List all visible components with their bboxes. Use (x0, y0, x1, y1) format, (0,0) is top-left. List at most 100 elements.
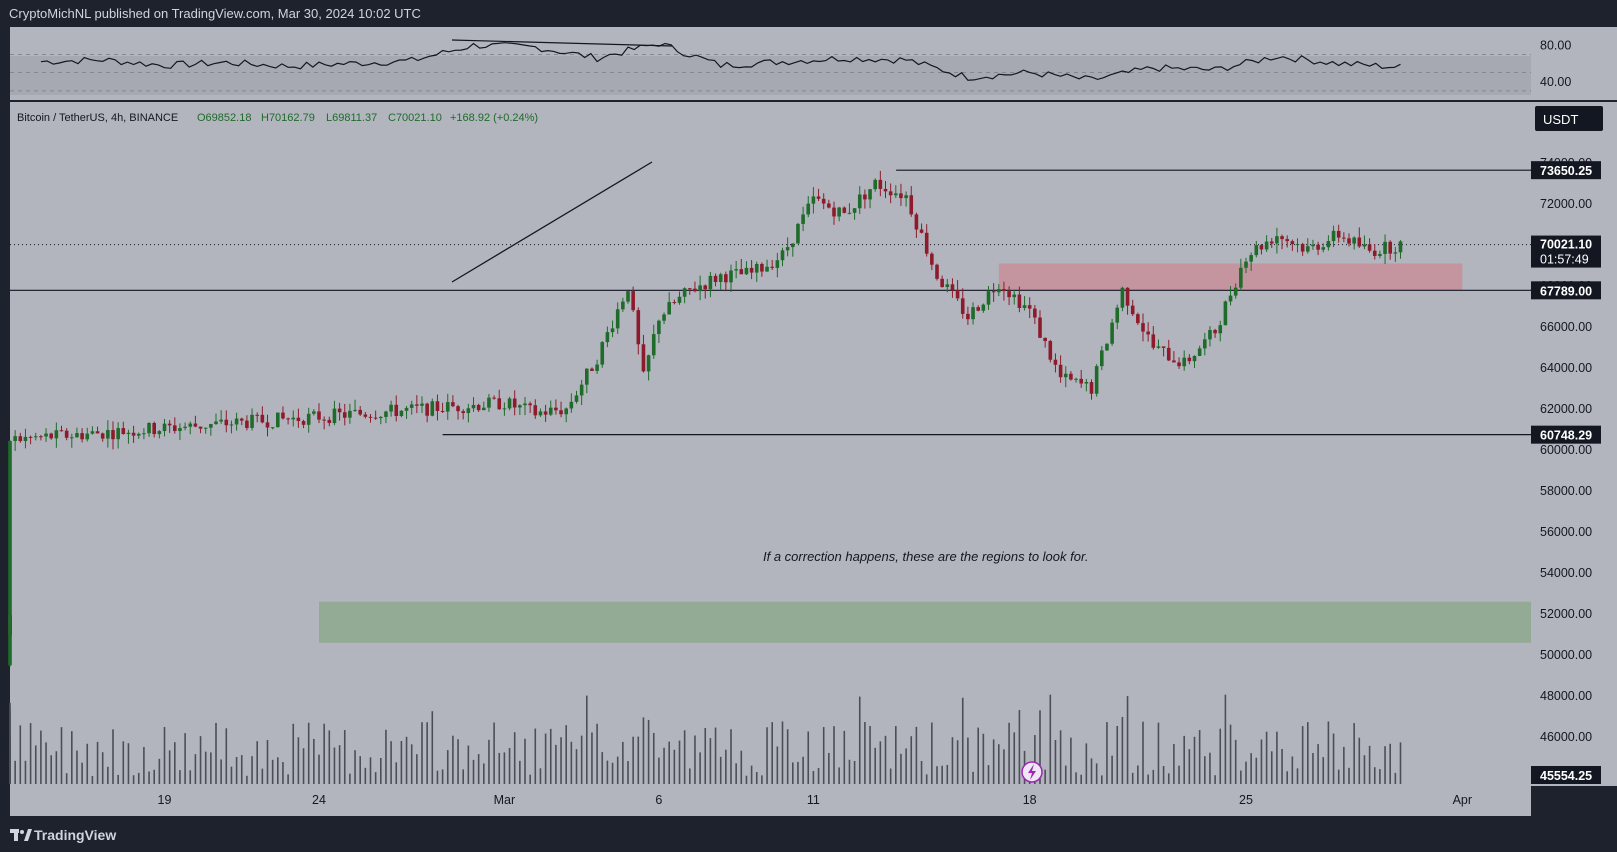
candle-body[interactable] (1043, 337, 1047, 342)
trendline[interactable] (451, 161, 653, 283)
annotation-text[interactable]: If a correction happens, these are the r… (763, 549, 1088, 564)
candle-body[interactable] (682, 288, 687, 297)
candle-body[interactable] (28, 436, 33, 438)
candle-body[interactable] (585, 368, 589, 385)
candle-body[interactable] (729, 270, 733, 283)
candle-body[interactable] (1280, 236, 1284, 240)
candle-body[interactable] (8, 441, 12, 506)
candle-body[interactable] (703, 285, 708, 290)
candle-body[interactable] (142, 433, 146, 435)
candle-body[interactable] (775, 260, 780, 268)
candle-body[interactable] (579, 384, 584, 396)
candle-body[interactable] (131, 432, 136, 436)
candle-body[interactable] (445, 402, 450, 412)
candle-body[interactable] (1218, 325, 1223, 334)
candle-body[interactable] (59, 430, 64, 432)
candle-body[interactable] (49, 433, 53, 439)
candle-body[interactable] (327, 419, 332, 424)
candle-body[interactable] (1017, 294, 1022, 308)
candle-body[interactable] (548, 407, 553, 415)
candle-body[interactable] (646, 355, 651, 372)
candle-body[interactable] (518, 405, 522, 408)
candle-body[interactable] (924, 232, 929, 254)
candle-body[interactable] (1110, 322, 1114, 344)
candle-body[interactable] (487, 397, 491, 408)
candle-body[interactable] (945, 284, 950, 288)
candle-body[interactable] (765, 266, 769, 272)
candle-body[interactable] (791, 243, 795, 248)
candle-body[interactable] (1311, 244, 1315, 247)
candle-body[interactable] (394, 404, 399, 416)
candle-body[interactable] (523, 403, 527, 406)
candle-body[interactable] (657, 320, 661, 335)
candle-body[interactable] (909, 195, 914, 215)
candle-body[interactable] (379, 416, 383, 419)
candle-body[interactable] (317, 411, 321, 420)
candle-body[interactable] (724, 274, 728, 283)
candle-body[interactable] (415, 404, 419, 406)
candle-body[interactable] (667, 302, 671, 315)
candle-body[interactable] (353, 409, 357, 411)
candle-body[interactable] (1239, 267, 1243, 288)
candle-body[interactable] (1269, 241, 1274, 244)
candle-body[interactable] (373, 417, 378, 419)
candle-body[interactable] (1306, 246, 1310, 252)
candle-body[interactable] (1130, 305, 1135, 315)
candle-body[interactable] (698, 285, 702, 292)
candle-body[interactable] (497, 398, 502, 410)
candle-body[interactable] (95, 431, 100, 434)
candle-body[interactable] (209, 424, 213, 428)
candle-body[interactable] (651, 334, 656, 356)
candle-body[interactable] (188, 423, 193, 427)
candle-body[interactable] (1249, 255, 1253, 262)
candle-body[interactable] (935, 264, 939, 279)
candle-body[interactable] (966, 313, 970, 320)
candle-body[interactable] (693, 288, 697, 292)
candle-body[interactable] (631, 291, 635, 311)
candle-body[interactable] (564, 408, 568, 415)
candle-body[interactable] (214, 421, 218, 425)
candle-body[interactable] (461, 411, 465, 414)
candle-body[interactable] (1166, 347, 1171, 361)
candle-body[interactable] (203, 427, 208, 429)
candle-body[interactable] (940, 278, 944, 288)
candle-body[interactable] (827, 203, 831, 208)
candle-body[interactable] (1398, 241, 1403, 253)
candle-body[interactable] (1259, 245, 1264, 250)
candle-body[interactable] (1372, 250, 1377, 256)
candle-body[interactable] (8, 562, 12, 632)
candle-body[interactable] (1177, 362, 1181, 367)
candle-body[interactable] (147, 423, 151, 434)
candle-body[interactable] (1367, 244, 1372, 251)
candle-body[interactable] (8, 505, 12, 563)
candle-body[interactable] (1233, 287, 1238, 296)
candle-body[interactable] (23, 436, 28, 442)
candle-body[interactable] (306, 413, 311, 425)
candle-body[interactable] (574, 395, 579, 402)
candle-body[interactable] (466, 408, 471, 414)
candle-body[interactable] (1038, 317, 1042, 338)
candle-body[interactable] (1388, 241, 1392, 254)
candle-body[interactable] (322, 419, 326, 421)
candle-body[interactable] (152, 423, 156, 435)
candle-body[interactable] (888, 191, 893, 196)
candle-body[interactable] (435, 401, 440, 412)
candle-body[interactable] (1012, 294, 1017, 298)
candle-body[interactable] (512, 398, 517, 408)
candle-body[interactable] (1197, 348, 1202, 356)
candle-body[interactable] (250, 414, 254, 428)
candle-body[interactable] (899, 193, 903, 199)
candle-body[interactable] (605, 332, 610, 343)
candle-body[interactable] (621, 301, 625, 310)
candle-body[interactable] (878, 179, 883, 189)
candle-body[interactable] (404, 407, 409, 411)
candle-body[interactable] (1254, 245, 1259, 256)
candle-body[interactable] (409, 404, 414, 408)
candle-body[interactable] (997, 289, 1001, 293)
candle-body[interactable] (863, 194, 867, 200)
candle-body[interactable] (1264, 241, 1269, 250)
candle-body[interactable] (785, 247, 790, 251)
candle-body[interactable] (868, 189, 872, 200)
candle-body[interactable] (301, 421, 306, 425)
